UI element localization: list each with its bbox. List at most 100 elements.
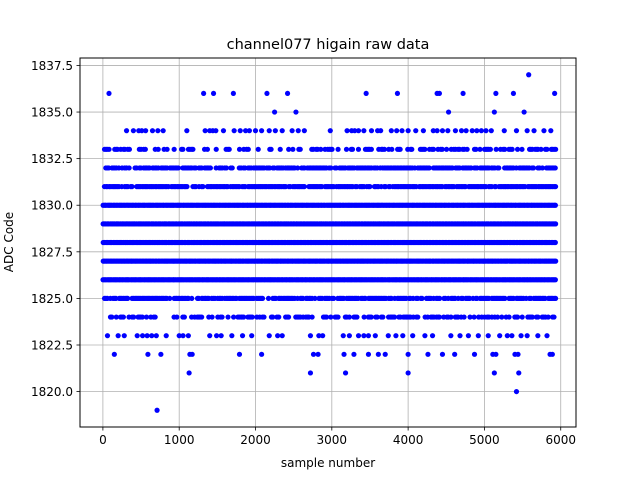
data-point <box>264 90 270 97</box>
data-point <box>237 128 243 134</box>
data-point <box>301 183 308 190</box>
data-point <box>524 333 530 339</box>
data-point <box>519 146 525 152</box>
data-point <box>469 128 475 134</box>
data-point <box>143 128 149 134</box>
data-point <box>259 295 266 302</box>
data-point <box>109 314 115 320</box>
data-point <box>361 314 367 320</box>
data-point <box>463 128 469 134</box>
data-point <box>297 146 303 152</box>
data-point <box>329 146 335 152</box>
data-point <box>388 128 394 134</box>
data-point <box>439 128 446 134</box>
data-point <box>153 333 159 339</box>
data-point <box>545 314 551 320</box>
data-point <box>295 165 301 171</box>
data-point <box>145 351 151 357</box>
x-tick-label: 1000 <box>164 433 195 447</box>
data-point <box>515 351 521 357</box>
data-point <box>541 128 547 134</box>
data-point <box>538 146 544 152</box>
data-point <box>189 351 195 357</box>
data-point <box>184 183 190 190</box>
data-point <box>320 333 326 339</box>
data-point <box>139 128 145 134</box>
data-point <box>149 333 155 339</box>
x-tick-label: 0 <box>99 433 107 447</box>
data-point <box>448 314 454 320</box>
data-point <box>202 128 208 134</box>
data-point <box>491 370 497 376</box>
data-point <box>285 314 292 320</box>
data-point <box>111 351 117 357</box>
data-point <box>199 314 205 320</box>
data-point <box>478 128 484 134</box>
data-point <box>139 333 146 339</box>
data-point <box>310 351 317 357</box>
data-point <box>452 128 459 134</box>
data-point <box>448 333 454 339</box>
data-point <box>430 128 436 134</box>
data-point <box>152 314 158 320</box>
data-point <box>276 314 282 320</box>
data-point <box>275 333 281 339</box>
data-point <box>460 90 466 97</box>
data-point <box>209 314 215 320</box>
data-point <box>210 90 217 97</box>
data-point <box>499 314 505 320</box>
data-point <box>344 128 350 134</box>
data-point <box>372 333 378 339</box>
x-tick-label: 2000 <box>240 433 271 447</box>
data-point <box>549 351 555 357</box>
data-point <box>335 146 341 152</box>
data-point <box>307 333 314 339</box>
data-point <box>368 314 374 320</box>
x-tick-label: 3000 <box>317 433 348 447</box>
data-point <box>434 128 440 134</box>
data-point <box>104 333 111 339</box>
data-point <box>342 370 349 376</box>
data-point <box>231 128 237 134</box>
data-point <box>477 146 483 152</box>
data-point <box>375 351 381 357</box>
data-point <box>261 314 267 320</box>
data-point <box>218 333 224 339</box>
data-point <box>266 333 272 339</box>
data-point <box>514 146 521 152</box>
data-point <box>271 109 278 115</box>
data-point <box>236 146 243 152</box>
data-point <box>365 351 372 357</box>
data-point <box>380 314 386 320</box>
data-point <box>494 314 501 320</box>
y-axis-label: ADC Code <box>2 212 16 272</box>
data-point <box>277 146 283 152</box>
data-point <box>491 109 497 115</box>
data-point <box>126 146 133 152</box>
data-point <box>255 146 261 152</box>
data-point <box>160 128 166 134</box>
data-point <box>552 183 559 190</box>
data-point <box>426 165 432 171</box>
data-point <box>316 333 322 339</box>
data-point <box>355 146 362 152</box>
data-point <box>397 146 403 152</box>
data-point <box>519 314 525 320</box>
data-point <box>204 146 211 152</box>
data-point <box>504 333 510 339</box>
data-point <box>553 221 559 227</box>
data-point <box>229 165 235 171</box>
x-tick-label: 6000 <box>545 433 576 447</box>
data-point <box>167 295 173 302</box>
data-point <box>422 146 428 152</box>
data-point <box>213 128 219 134</box>
data-point <box>201 90 207 97</box>
y-tick-label: 1822.5 <box>31 339 73 353</box>
data-point <box>343 146 350 152</box>
data-point <box>272 128 278 134</box>
data-point <box>120 314 126 320</box>
data-point <box>249 333 255 339</box>
data-point <box>351 351 357 357</box>
data-point <box>143 314 150 320</box>
data-point <box>419 295 425 302</box>
